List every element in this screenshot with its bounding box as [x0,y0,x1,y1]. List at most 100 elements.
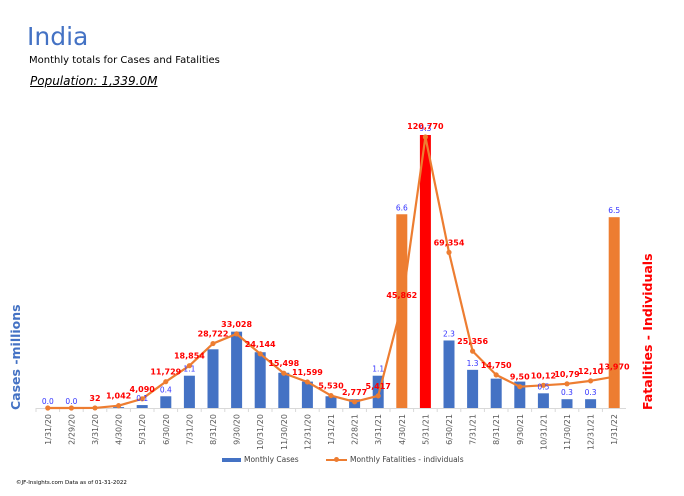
fatality-point-8/31/20 [210,340,216,347]
fatality-point-4/30/21 [399,302,405,308]
bar-8/31/20 [207,349,219,408]
fatality-point-9/30/20 [234,331,240,337]
fatality-point-10/31/20 [257,351,263,357]
x-tick-label: 9/30/20 [233,414,242,445]
x-tick-label: 5/31/20 [138,414,147,445]
fatality-label: 28,722 [198,330,229,339]
bar-8/31/21 [490,378,502,408]
x-tick-label: 3/31/20 [91,414,100,445]
case-label: 1.1 [372,365,384,374]
fatality-point-12/31/21 [588,378,594,384]
x-tick-label: 2/29/20 [67,414,76,445]
fatality-point-7/31/20 [186,363,192,369]
x-tick-label: 2/28/21 [351,414,360,445]
case-label: 6.6 [396,203,408,212]
case-label: 0.3 [585,388,597,397]
x-tick-label: 11/30/20 [280,414,289,450]
bar-5/31/20 [136,405,148,408]
x-tick-label: 6/30/21 [445,414,454,445]
x-tick-label: 12/31/21 [587,414,596,450]
x-tick-label: 9/30/21 [516,414,525,445]
fatality-label: 12,10 [578,367,604,376]
fatality-label: 69,354 [434,238,465,247]
fatality-label: 5,417 [366,382,391,391]
case-label: 0.4 [160,385,172,394]
x-tick-label: 7/31/20 [185,414,194,445]
bar-10/31/20 [254,352,266,408]
chart-subtitle: Monthly totals for Cases and Fatalities [29,55,220,66]
case-label: 0.0 [42,397,54,406]
case-label: 1.3 [467,359,479,368]
case-label: 0.5 [537,382,549,391]
bar-9/30/21 [514,381,526,408]
bar-10/31/21 [537,393,549,408]
fatality-point-2/29/20 [68,405,74,411]
fatality-label: 14,750 [481,361,512,370]
x-tick-label: 8/31/20 [209,414,218,445]
fatality-label: 13,970 [599,363,630,372]
fatality-point-5/31/20 [139,396,145,402]
fatality-point-6/30/21 [446,249,452,255]
fatality-point-6/30/20 [163,379,169,385]
footer-credit: ©JF-Insights.com Data as of 01-31-2022 [16,480,127,486]
legend-label-cases: Monthly Cases [244,455,299,464]
x-tick-label: 10/31/20 [256,414,265,450]
x-tick-label: 5/31/21 [421,414,430,445]
legend-item-fatalities: Monthly Fatalities - individuals [326,455,464,464]
fatality-point-11/30/20 [281,370,287,376]
x-tick-label: 1/31/22 [610,414,619,445]
fatalities-polyline [47,135,615,410]
x-tick-label: 11/30/21 [563,414,572,450]
fatality-point-2/28/21 [352,399,358,405]
fatality-point-4/30/20 [116,403,122,409]
fatality-label: 11,599 [292,368,323,377]
x-tick-label: 4/30/20 [115,414,124,445]
case-label: 1.1 [183,365,195,374]
fatality-point-8/31/21 [493,372,499,378]
case-label: 9.3 [419,124,431,133]
fatality-label: 10,79 [554,370,580,379]
legend-label-fatalities: Monthly Fatalities - individuals [350,455,464,464]
fatality-label: 33,028 [221,320,252,329]
bar-9/30/20 [231,331,243,408]
bar-5/31/21 [419,135,431,408]
data-labels: 0.0 0.0 0.1 0.4 1.1 1.1 6.6 9.3 2.3 1.3 0.5 0.3 0.3 6… [42,122,630,406]
x-tick-label: 10/31/21 [539,414,548,450]
x-tick-label: 1/31/21 [327,414,336,445]
fatality-point-1/31/20 [45,405,51,411]
fatality-label: 120,770 [407,122,444,131]
population-label: Population: 1,339.0M [30,74,158,88]
x-tick-label: 7/31/21 [469,414,478,445]
case-label: 0.3 [561,388,573,397]
fatality-point-5/31/21 [422,134,428,140]
legend-swatch-fatalities [326,456,347,462]
x-tick-label: 6/30/20 [162,414,171,445]
x-tick-label: 8/31/21 [492,414,501,445]
fatality-point-9/30/21 [517,384,523,390]
bar-7/31/21 [467,369,479,408]
fatality-point-1/31/21 [328,392,334,399]
fatality-label: 45,862 [386,291,417,300]
bar-6/30/21 [443,340,455,408]
case-label: 6.5 [608,206,620,215]
fatality-label: 32 [89,394,100,403]
fatality-label: 24,144 [245,340,276,349]
fatality-label: 10,12 [531,371,556,380]
bar-7/31/20 [183,375,195,408]
fatality-label: 2,777 [342,388,367,397]
fatality-label: 25,356 [457,337,488,346]
x-tick-label: 1/31/20 [44,414,53,445]
bar-1/31/21 [325,396,337,408]
fatality-point-1/31/22 [611,374,617,380]
bar-6/30/20 [160,396,172,408]
fatality-label: 4,090 [130,385,156,394]
fatality-point-3/31/20 [92,405,98,411]
case-label: 0.0 [65,397,77,406]
bar-11/30/21 [561,399,573,408]
fatality-label: 1,042 [106,392,131,401]
case-label: 0.1 [136,394,148,403]
fatality-point-12/31/20 [304,379,310,385]
x-tick-label: 12/31/20 [303,414,312,450]
fatality-label: 9,50 [510,373,530,382]
